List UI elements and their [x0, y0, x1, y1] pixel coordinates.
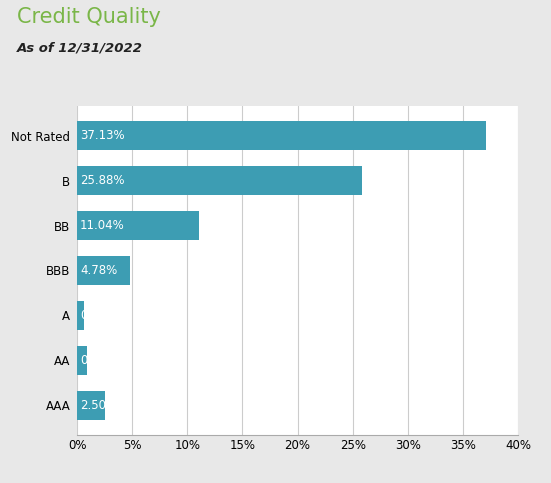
Text: 0.91%: 0.91% — [80, 354, 117, 367]
Text: 2.50%: 2.50% — [80, 398, 117, 412]
Text: As of 12/31/2022: As of 12/31/2022 — [17, 41, 143, 54]
Text: 11.04%: 11.04% — [80, 219, 125, 232]
Text: 0.62%: 0.62% — [80, 309, 117, 322]
Text: 4.78%: 4.78% — [80, 264, 117, 277]
Bar — [77, 121, 487, 150]
Bar — [77, 166, 363, 195]
Text: Credit Quality: Credit Quality — [17, 7, 160, 27]
Bar — [77, 256, 130, 285]
Bar — [77, 346, 87, 375]
Text: 25.88%: 25.88% — [80, 174, 125, 187]
Bar — [77, 301, 84, 330]
Bar — [77, 391, 105, 420]
Bar — [77, 211, 199, 240]
Text: 37.13%: 37.13% — [80, 129, 125, 142]
